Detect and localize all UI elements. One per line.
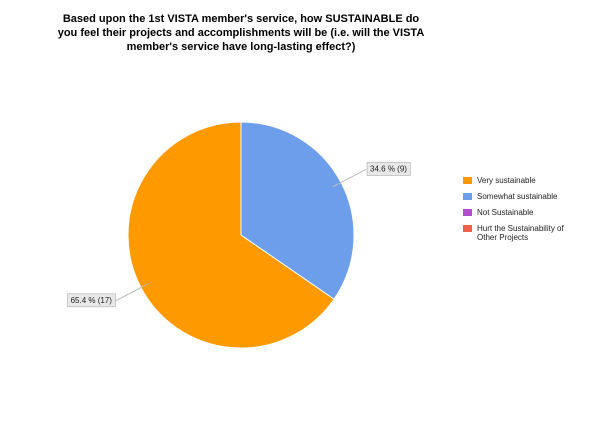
legend-swatch [463,177,472,184]
leader-line [115,282,150,302]
data-label: 34.6 % (9) [370,164,407,173]
legend-swatch [463,193,472,200]
legend-label: Not Sustainable [477,208,534,217]
data-label: 65.4 % (17) [71,296,113,305]
legend-swatch [463,225,472,232]
chart-title: Based upon the 1st VISTA member's servic… [57,13,425,53]
legend-label: Hurt the Sustainability of Other Project… [477,224,564,242]
data-label-box [366,162,411,176]
legend-item: Somewhat sustainable [463,192,583,201]
legend: Very sustainable Somewhat sustainable Not … [463,176,583,249]
legend-item: Hurt the Sustainability of Other Project… [463,224,583,242]
legend-swatch [463,209,472,216]
legend-label: Somewhat sustainable [477,192,558,201]
data-label-box [67,293,116,308]
leader-line [332,168,367,188]
legend-item: Not Sustainable [463,208,583,217]
legend-label: Very sustainable [477,176,536,185]
legend-item: Very sustainable [463,176,583,185]
